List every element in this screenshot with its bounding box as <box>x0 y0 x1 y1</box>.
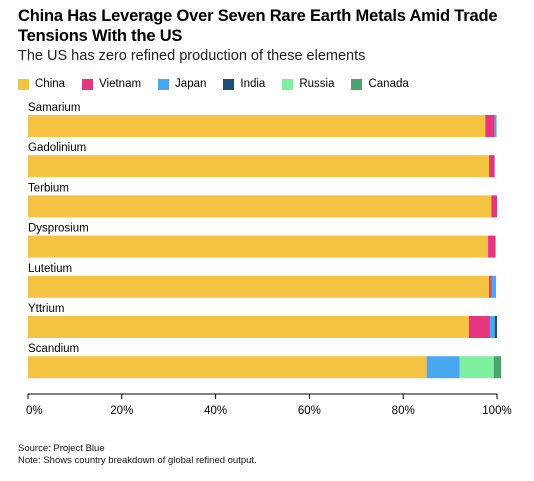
bar-segment-japan <box>491 275 497 298</box>
legend-item-india: India <box>223 78 265 90</box>
bar-segment-vietnam <box>468 316 490 338</box>
bar-segment-china <box>28 115 486 137</box>
category-label: Terbium <box>28 182 69 194</box>
bar-segment-china <box>28 155 490 178</box>
x-tick-label: 100% <box>482 405 511 417</box>
footnote: Note: Shows country breakdown of global … <box>18 455 257 466</box>
source-note: Source: Project Blue <box>18 443 105 454</box>
bar-segment-vietnam <box>485 115 495 137</box>
bar-segment-china <box>28 235 489 258</box>
legend-item-vietnam: Vietnam <box>82 78 141 90</box>
legend-swatch <box>158 78 170 90</box>
legend-item-japan: Japan <box>158 78 206 90</box>
bar-segment-china <box>28 195 492 218</box>
bar-segment-china <box>28 275 490 298</box>
bar-segment-india <box>494 316 497 338</box>
bar-segment-japan <box>426 356 460 379</box>
category-label: Dysprosium <box>28 223 89 235</box>
x-tick-label: 80% <box>392 405 415 417</box>
chart-title: China Has Leverage Over Seven Rare Earth… <box>18 7 498 45</box>
category-label: Scandium <box>28 343 79 355</box>
category-label: Samarium <box>28 102 80 114</box>
legend-label: Japan <box>175 78 207 90</box>
bar-segment-vietnam <box>488 235 496 258</box>
legend-label: Russia <box>299 78 335 90</box>
footer: Source: Project Blue Note: Shows country… <box>18 443 257 467</box>
legend-label: Vietnam <box>99 78 142 90</box>
bar-segment-china <box>28 316 469 338</box>
x-tick-label: 60% <box>298 405 321 417</box>
x-tick-label: 0% <box>26 405 43 417</box>
legend-swatch <box>223 78 235 90</box>
legend: China Vietnam Japan India Russia Canada <box>18 78 426 90</box>
legend-label: China <box>35 78 66 90</box>
bar-segment-russia <box>459 356 494 379</box>
bar-segment-vietnam <box>491 195 497 218</box>
bar-segment-canada <box>493 356 502 379</box>
bar-segment-japan <box>494 115 497 137</box>
bar-segment-china <box>28 356 427 379</box>
legend-swatch <box>351 78 363 90</box>
legend-label: India <box>240 78 266 90</box>
x-tick-label: 20% <box>110 405 133 417</box>
legend-item-russia: Russia <box>282 78 334 90</box>
chart-subtitle: The US has zero refined production of th… <box>18 48 366 64</box>
legend-item-canada: Canada <box>351 78 409 90</box>
bar-segment-japan <box>489 316 495 338</box>
legend-swatch <box>18 78 29 90</box>
legend-swatch <box>282 78 294 90</box>
category-label: Gadolinium <box>28 142 86 154</box>
legend-item-china: China <box>18 78 65 90</box>
bar-segment-vietnam <box>489 275 492 298</box>
legend-swatch <box>82 78 94 90</box>
category-label: Lutetium <box>28 263 72 275</box>
x-tick-label: 40% <box>204 405 227 417</box>
category-label: Yttrium <box>28 303 64 315</box>
bar-segment-vietnam <box>489 155 495 178</box>
legend-label: Canada <box>368 78 409 90</box>
